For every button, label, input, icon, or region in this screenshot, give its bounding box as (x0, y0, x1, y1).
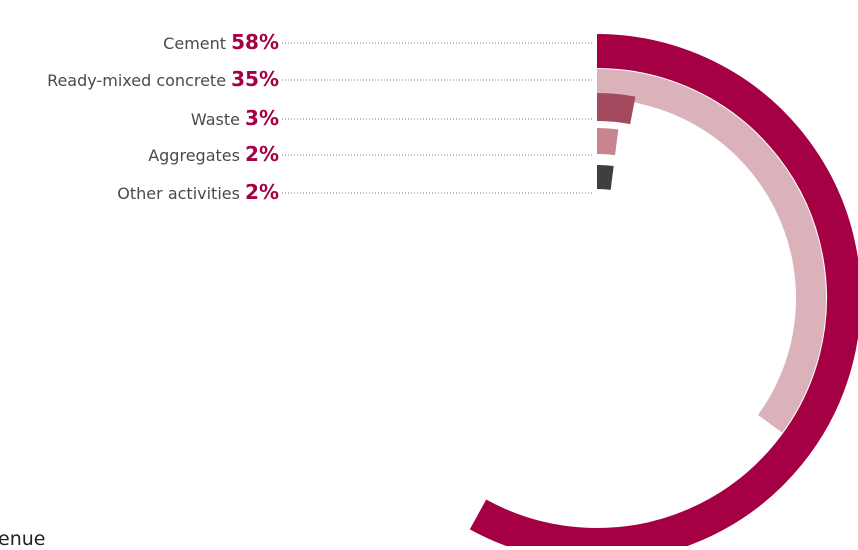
data-label-cement: 58% (231, 30, 279, 54)
data-label-ready-mixed-concrete: 35% (231, 67, 279, 91)
arc-ready-mixed-concrete (596, 69, 826, 433)
arc-group (469, 34, 858, 546)
legend-label-cement: Cement (163, 34, 231, 53)
data-label-waste: 3% (245, 106, 279, 130)
arc-cement (469, 34, 858, 546)
arc-other-activities (596, 164, 614, 190)
data-label-other-activities: 2% (245, 180, 279, 204)
legend-label-other-activities: Other activities (117, 184, 245, 203)
legend-label-ready-mixed-concrete: Ready-mixed concrete (47, 71, 231, 90)
legend-item-other-activities: Other activities 2% (117, 180, 279, 204)
legend-item-waste: Waste 3% (191, 106, 279, 130)
partial-heading: enue (0, 528, 46, 550)
data-label-aggregates: 2% (245, 142, 279, 166)
legend-item-ready-mixed-concrete: Ready-mixed concrete 35% (47, 67, 279, 91)
legend-item-aggregates: Aggregates 2% (148, 142, 279, 166)
legend-label-waste: Waste (191, 110, 245, 129)
legend-item-cement: Cement 58% (163, 30, 279, 54)
arc-aggregates (596, 128, 619, 156)
legend-label-aggregates: Aggregates (148, 146, 245, 165)
legend: Cement 58%Ready-mixed concrete 35%Waste … (47, 30, 594, 204)
arc-waste (596, 93, 636, 125)
